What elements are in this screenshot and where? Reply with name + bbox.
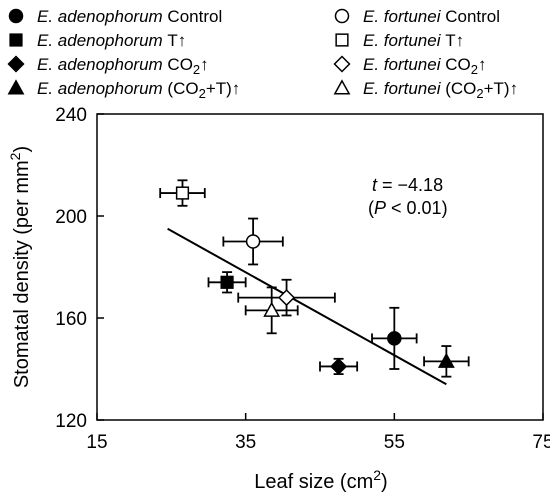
legend-species: E. fortunei (363, 31, 445, 50)
plot-area-frame (96, 113, 544, 421)
x-axis-ticks: 15 35 55 75 (86, 413, 550, 453)
data-point-group (371, 306, 418, 370)
legend-species: E. fortunei (363, 7, 445, 26)
data-points (159, 179, 470, 378)
data-point (175, 186, 190, 200)
p-open-paren: ( (368, 198, 374, 218)
y-axis-title: Stomatal density (per mm2) (7, 146, 33, 388)
data-point (330, 357, 348, 375)
regression-line (167, 227, 447, 386)
legend-treatment: (CO (445, 79, 476, 98)
t-statistic-text: t = −4.18 (372, 175, 443, 195)
data-point-group (207, 271, 247, 294)
legend-label: E. adenophorum Control (37, 7, 222, 26)
data-point (387, 331, 402, 346)
legend-treatment: CO (167, 55, 193, 74)
legend: E. adenophorum Control E. fortunei Contro… (7, 7, 518, 101)
legend-label: E. adenophorum (CO2+T)↑ (37, 79, 240, 101)
legend-subscript: 2 (199, 86, 206, 101)
legend-species: E. fortunei (363, 79, 445, 98)
data-point (245, 234, 261, 249)
legend-marker (9, 33, 23, 47)
legend-label: E. adenophorum CO2↑ (37, 55, 209, 77)
y-axis-ticks: 120 160 200 240 (55, 105, 104, 432)
legend-item: E. adenophorum CO2↑ (7, 55, 209, 77)
legend-treatment: T↑ (167, 31, 186, 50)
data-point-group (159, 179, 206, 207)
legend-marker (7, 55, 25, 73)
legend-treatment: (CO (167, 79, 198, 98)
legend-item: E. adenophorum Control (8, 7, 222, 26)
legend-item: E. fortunei CO2↑ (333, 55, 486, 77)
legend-treatment-tail: ↑ (478, 55, 487, 74)
legend-item: E. fortunei T↑ (335, 31, 464, 50)
legend-marker (8, 8, 24, 24)
legend-marker (334, 8, 350, 24)
legend-species: E. adenophorum (37, 31, 167, 50)
legend-subscript: 2 (471, 62, 478, 77)
t-symbol: t (372, 175, 378, 195)
data-point (437, 352, 455, 368)
legend-label: E. fortunei (CO2+T)↑ (363, 79, 518, 101)
legend-species: E. adenophorum (37, 55, 167, 74)
data-point (220, 275, 234, 289)
legend-item: E. adenophorum T↑ (9, 31, 186, 50)
legend-label: E. fortunei Control (363, 7, 500, 26)
x-tick-label: 35 (235, 432, 256, 453)
legend-marker (335, 33, 349, 47)
data-point (278, 289, 296, 307)
legend-marker (333, 55, 351, 73)
legend-species: E. adenophorum (37, 7, 167, 26)
x-tick-label: 15 (86, 432, 107, 453)
legend-item: E. fortunei (CO2+T)↑ (333, 79, 518, 101)
legend-label: E. adenophorum T↑ (37, 31, 186, 50)
legend-treatment: Control (445, 7, 500, 26)
data-point-group (423, 345, 470, 378)
legend-subscript: 2 (476, 86, 483, 101)
legend-label: E. fortunei CO2↑ (363, 55, 486, 77)
legend-treatment-tail: ↑ (200, 55, 209, 74)
y-tick-label: 240 (55, 105, 87, 126)
x-axis-title: Leaf size (cm2) (254, 467, 387, 493)
legend-treatment: Control (167, 7, 222, 26)
data-point-group (222, 217, 284, 266)
t-value: = −4.18 (377, 175, 443, 195)
p-value: < 0.01) (386, 198, 448, 218)
data-point (263, 301, 281, 317)
y-tick-label: 160 (55, 309, 87, 330)
legend-item: E. fortunei Control (334, 7, 500, 26)
legend-treatment-tail: +T)↑ (484, 79, 518, 98)
legend-treatment: CO (445, 55, 471, 74)
legend-marker (333, 79, 351, 95)
p-symbol: P (374, 198, 386, 218)
y-tick-label: 200 (55, 207, 87, 228)
statistics-annotation: t = −4.18 (P < 0.01) (368, 175, 448, 218)
legend-marker (7, 79, 25, 95)
y-tick-label: 120 (55, 411, 87, 432)
data-point-group (244, 286, 299, 335)
legend-species: E. fortunei (363, 55, 445, 74)
legend-treatment-tail: +T)↑ (206, 79, 240, 98)
p-value-text: (P < 0.01) (368, 198, 448, 218)
legend-item: E. adenophorum (CO2+T)↑ (7, 79, 240, 101)
legend-label: E. fortunei T↑ (363, 31, 464, 50)
data-point-group (319, 357, 359, 376)
legend-subscript: 2 (193, 62, 200, 77)
legend-treatment: T↑ (445, 31, 464, 50)
x-tick-label: 75 (532, 432, 550, 453)
x-tick-label: 55 (384, 432, 405, 453)
legend-species: E. adenophorum (37, 79, 167, 98)
